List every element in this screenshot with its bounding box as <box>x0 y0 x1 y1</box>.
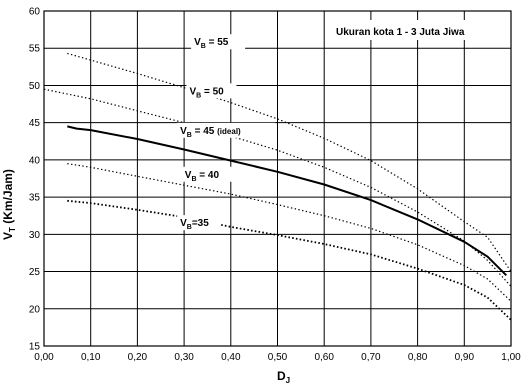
y-tick-label: 20 <box>29 304 41 315</box>
y-tick-label: 25 <box>29 267 41 278</box>
series-lines <box>43 52 512 321</box>
x-tick-label: 0,20 <box>128 352 148 363</box>
x-tick-label: 0,00 <box>34 352 54 363</box>
x-axis-title: DJ <box>277 369 290 384</box>
series-label-0: VB = 55 <box>194 37 229 50</box>
x-tick-label: 1,00 <box>501 352 521 363</box>
title-box: Ukuran kota 1 - 3 Juta Jiwa <box>330 20 506 40</box>
series-label-2: VB = 45 (ideal) <box>180 126 241 139</box>
y-tick-label: 30 <box>29 230 41 241</box>
title-box-text: Ukuran kota 1 - 3 Juta Jiwa <box>336 27 465 38</box>
y-axis-title: VT (Km/Jam) <box>1 169 17 240</box>
grid <box>43 10 512 347</box>
series-labels: VB = 55 VB = 50 VB = 45 (ideal) VB = 40 VB=3… <box>177 34 276 231</box>
y-tick-label: 15 <box>29 342 41 353</box>
x-tick-labels: 0,00 0,10 0,20 0,30 0,40 0,50 0,60 0,70 0,80 0,90… <box>34 352 521 363</box>
series-label-bg <box>191 34 246 50</box>
x-tick-label: 0,60 <box>314 352 334 363</box>
x-tick-label: 0,30 <box>174 352 194 363</box>
y-tick-label: 45 <box>29 118 41 129</box>
y-tick-label: 55 <box>29 44 41 55</box>
series-label-bg <box>177 215 222 231</box>
x-tick-label: 0,10 <box>81 352 101 363</box>
series-label-bg <box>181 166 232 182</box>
series-label-1: VB = 50 <box>189 86 224 99</box>
x-tick-label: 0,70 <box>361 352 381 363</box>
y-tick-labels: 15 20 25 30 35 40 45 50 55 60 <box>29 7 41 353</box>
x-tick-label: 0,50 <box>268 352 288 363</box>
y-tick-label: 40 <box>29 155 41 166</box>
x-tick-label: 0,80 <box>408 352 428 363</box>
x-tick-label: 0,40 <box>221 352 241 363</box>
series-label-bg <box>186 83 237 99</box>
series-label-4: VB=35 <box>180 218 209 231</box>
series-line-1 <box>43 88 512 287</box>
y-tick-label: 50 <box>29 81 41 92</box>
x-tick-label: 0,90 <box>455 352 475 363</box>
y-tick-label: 35 <box>29 193 41 204</box>
series-label-3: VB = 40 <box>185 170 220 183</box>
series-label-bg <box>177 122 276 138</box>
y-tick-label: 60 <box>29 7 41 18</box>
series-line-4 <box>67 199 512 321</box>
plot-frame <box>43 10 512 347</box>
series-line-2 <box>67 125 508 277</box>
series-line-0 <box>67 52 512 272</box>
